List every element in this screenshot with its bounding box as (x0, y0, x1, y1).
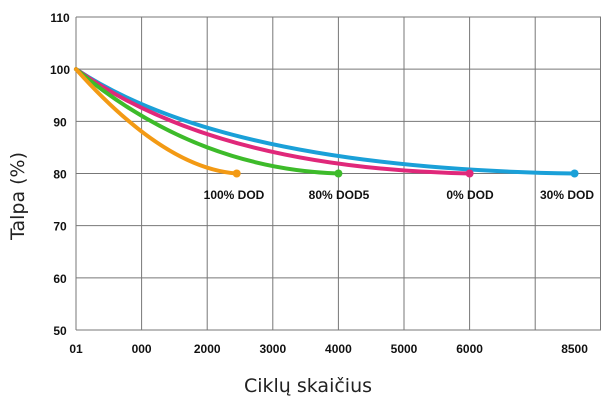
x-tick-label: 5000 (391, 342, 418, 356)
x-tick-label: 01 (69, 342, 83, 356)
series-label: 30% DOD (540, 188, 594, 202)
series-line (74, 67, 239, 176)
series-line (74, 67, 577, 176)
series-line (74, 67, 341, 176)
x-tick-label: 000 (132, 342, 152, 356)
x-tick-label: 3000 (259, 342, 286, 356)
x-tick-label: 4000 (325, 342, 352, 356)
x-tick-label: 6000 (456, 342, 483, 356)
y-tick-label: 110 (50, 11, 70, 25)
series-end-point (570, 169, 579, 178)
series-label: 100% DOD (204, 188, 265, 202)
y-tick-label: 70 (53, 220, 67, 234)
y-tick-label: 80 (53, 168, 67, 182)
x-axis-title: Ciklų skaičius (244, 375, 372, 397)
y-tick-label: 100 (50, 63, 70, 77)
x-tick-label: 2000 (194, 342, 221, 356)
series-end-point (334, 169, 343, 178)
series-line (74, 67, 472, 176)
y-tick-label: 60 (53, 272, 67, 286)
y-axis-title: Talpa (%) (7, 152, 29, 241)
y-tick-label: 90 (53, 115, 67, 129)
y-tick-label: 50 (53, 324, 67, 338)
series-end-point (465, 169, 474, 178)
x-tick-label: 8500 (561, 342, 588, 356)
series-end-point (232, 169, 241, 178)
series-label: 0% DOD (446, 188, 494, 202)
series-label: 80% DOD5 (309, 188, 370, 202)
